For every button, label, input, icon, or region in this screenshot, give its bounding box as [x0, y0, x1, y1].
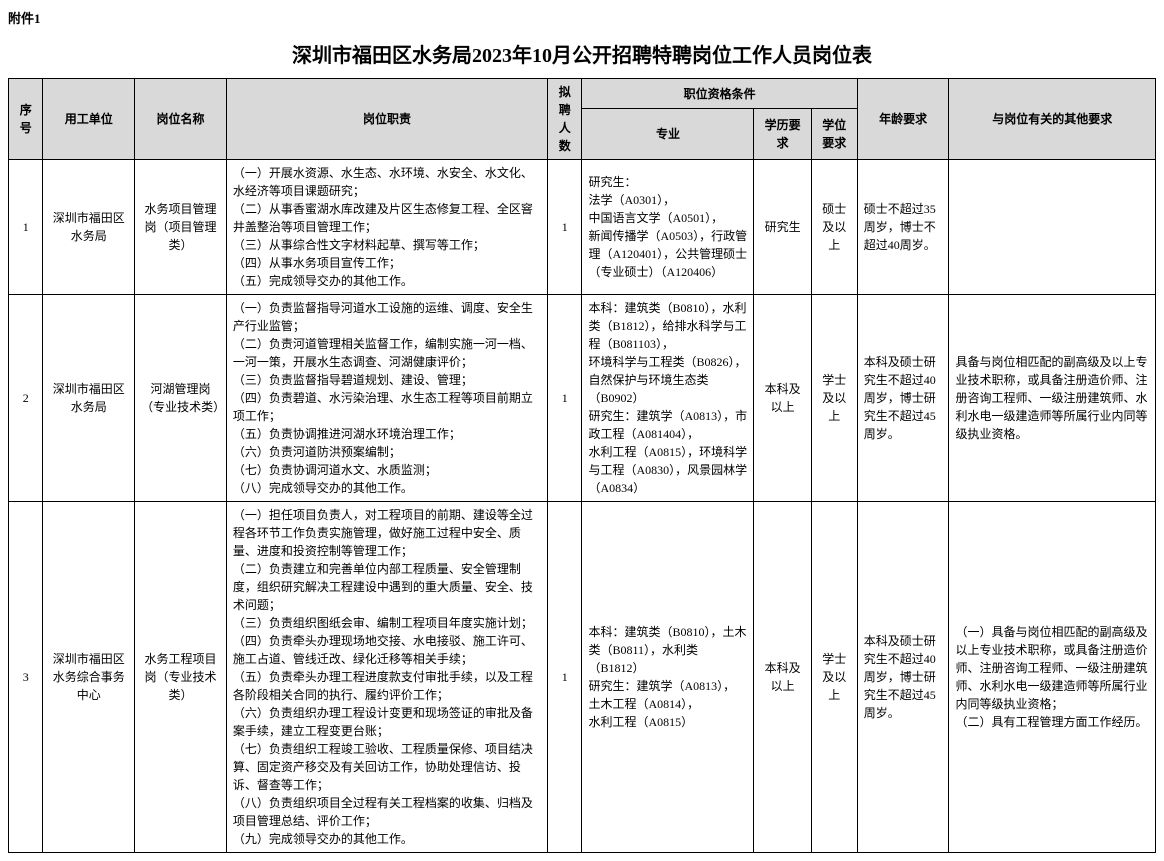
table-cell: 1 — [548, 502, 582, 853]
header-unit: 用工单位 — [43, 79, 135, 160]
header-age: 年龄要求 — [857, 79, 949, 160]
table-cell: 1 — [548, 295, 582, 502]
document-title: 深圳市福田区水务局2023年10月公开招聘特聘岗位工作人员岗位表 — [8, 31, 1156, 78]
table-cell: 本科：建筑类（B0810），水利类（B1812），给排水科学与工程（B08110… — [582, 295, 754, 502]
table-cell: （一）具备与岗位相匹配的副高级及以上专业技术职称，或具备注册造价师、注册咨询工程… — [949, 502, 1156, 853]
table-cell — [949, 160, 1156, 295]
header-qualification: 职位资格条件 — [582, 79, 857, 109]
table-cell: 学士及以上 — [811, 295, 857, 502]
header-other: 与岗位有关的其他要求 — [949, 79, 1156, 160]
table-cell: 硕士及以上 — [811, 160, 857, 295]
table-cell: 研究生 — [754, 160, 811, 295]
table-cell: 水务工程项目岗（专业技术类） — [135, 502, 227, 853]
table-cell: 深圳市福田区水务局 — [43, 295, 135, 502]
table-cell: 1 — [9, 160, 43, 295]
header-seq: 序号 — [9, 79, 43, 160]
attachment-label: 附件1 — [8, 8, 1156, 27]
header-education: 学历要求 — [754, 109, 811, 160]
header-major: 专业 — [582, 109, 754, 160]
table-cell: 1 — [548, 160, 582, 295]
header-duty: 岗位职责 — [226, 79, 547, 160]
table-cell: （一）负责监督指导河道水工设施的运维、调度、安全生产行业监管； （二）负责河道管… — [226, 295, 547, 502]
table-cell: 本科及硕士研究生不超过40周岁，博士研究生不超过45周岁。 — [857, 295, 949, 502]
table-cell: 水务项目管理岗（项目管理类） — [135, 160, 227, 295]
position-table: 序号 用工单位 岗位名称 岗位职责 拟聘人数 职位资格条件 年龄要求 与岗位有关… — [8, 78, 1156, 853]
table-cell: 深圳市福田区水务局 — [43, 160, 135, 295]
header-row-1: 序号 用工单位 岗位名称 岗位职责 拟聘人数 职位资格条件 年龄要求 与岗位有关… — [9, 79, 1156, 109]
header-count: 拟聘人数 — [548, 79, 582, 160]
header-degree: 学位要求 — [811, 109, 857, 160]
table-cell: 学士及以上 — [811, 502, 857, 853]
table-cell: （一）开展水资源、水生态、水环境、水安全、水文化、水经济等项目课题研究； （二）… — [226, 160, 547, 295]
table-cell: （一）担任项目负责人，对工程项目的前期、建设等全过程各环节工作负责实施管理，做好… — [226, 502, 547, 853]
table-cell: 本科及以上 — [754, 295, 811, 502]
table-cell: 本科及以上 — [754, 502, 811, 853]
table-row: 2深圳市福田区水务局河湖管理岗（专业技术类）（一）负责监督指导河道水工设施的运维… — [9, 295, 1156, 502]
header-position: 岗位名称 — [135, 79, 227, 160]
table-cell: 本科：建筑类（B0810），土木类（B0811），水利类（B1812） 研究生：… — [582, 502, 754, 853]
table-cell: 硕士不超过35周岁，博士不超过40周岁。 — [857, 160, 949, 295]
table-cell: 3 — [9, 502, 43, 853]
table-cell: 河湖管理岗（专业技术类） — [135, 295, 227, 502]
table-row: 1深圳市福田区水务局水务项目管理岗（项目管理类）（一）开展水资源、水生态、水环境… — [9, 160, 1156, 295]
table-row: 3深圳市福田区水务综合事务中心水务工程项目岗（专业技术类）（一）担任项目负责人，… — [9, 502, 1156, 853]
table-cell: 本科及硕士研究生不超过40周岁，博士研究生不超过45周岁。 — [857, 502, 949, 853]
table-cell: 研究生： 法学（A0301）， 中国语言文学（A0501）， 新闻传播学（A05… — [582, 160, 754, 295]
table-body: 1深圳市福田区水务局水务项目管理岗（项目管理类）（一）开展水资源、水生态、水环境… — [9, 160, 1156, 853]
table-cell: 2 — [9, 295, 43, 502]
table-cell: 具备与岗位相匹配的副高级及以上专业技术职称，或具备注册造价师、注册咨询工程师、一… — [949, 295, 1156, 502]
table-cell: 深圳市福田区水务综合事务中心 — [43, 502, 135, 853]
